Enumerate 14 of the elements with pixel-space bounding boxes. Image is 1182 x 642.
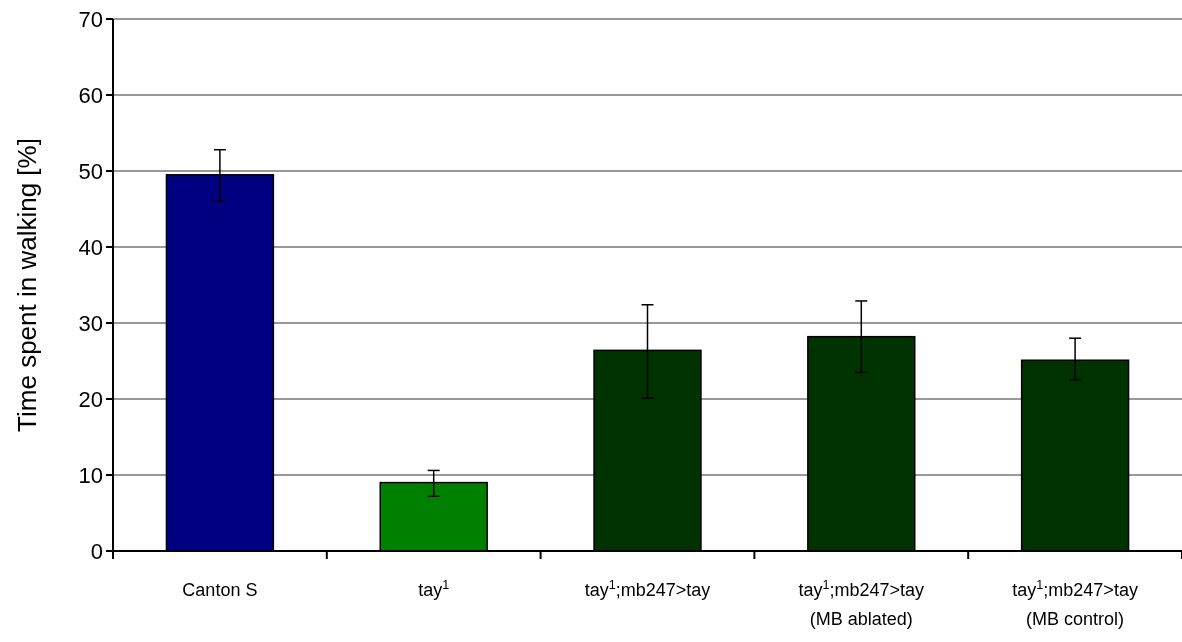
x-tick-label: tay$^{1}$;mb247>tay (MB control): [1012, 578, 1138, 629]
y-tick-label: 20: [78, 386, 103, 412]
y-tick-label: 70: [78, 6, 103, 32]
y-tick-label: 60: [78, 82, 103, 108]
x-tick-label: tay$^{1}$: [418, 578, 450, 600]
y-tick-label: 40: [78, 234, 103, 260]
x-tick-label: tay$^{1}$;mb247>tay: [584, 578, 711, 600]
x-tick-label: Canton S: [182, 580, 258, 600]
y-tick-label: 10: [78, 462, 103, 488]
y-axis-title: Time spent in walking [%]: [12, 138, 42, 432]
x-tick-label: tay$^{1}$;mb247>tay (MB ablated): [798, 578, 925, 629]
y-tick-label: 0: [90, 538, 103, 564]
y-tick-label: 50: [78, 158, 103, 184]
y-tick-label: 30: [78, 310, 103, 336]
